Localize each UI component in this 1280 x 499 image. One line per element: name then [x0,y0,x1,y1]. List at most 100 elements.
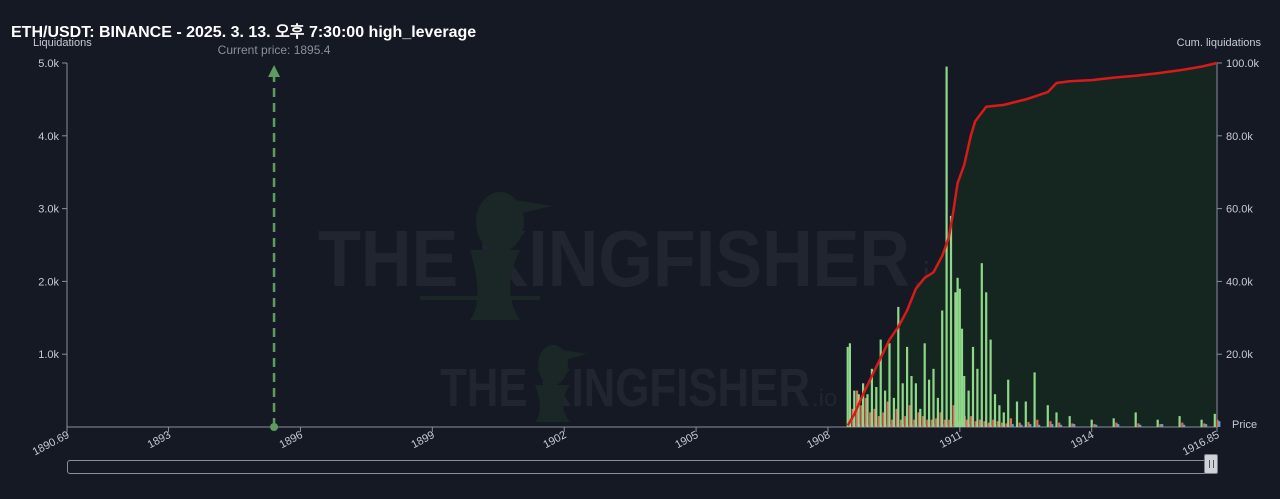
bar-long [1090,419,1093,427]
bar-short [913,419,916,427]
bar-long [928,379,931,427]
bar-short [869,412,872,427]
bar-long [949,215,953,427]
bar-short [1115,422,1118,427]
chart-title: ETH/USDT: BINANCE - 2025. 3. 13. 오후 7:30… [11,24,477,41]
bar-long [932,368,935,427]
bar-long [1112,418,1115,427]
kingfisher-bird-icon-small [535,345,587,422]
bar-other [1073,424,1076,427]
range-scrollbar[interactable] [67,460,1217,474]
bar-short [1071,423,1074,427]
bar-other [1020,424,1023,427]
x-tick-label: 1902 [541,429,568,451]
x-tick-label: 1893 [146,429,173,451]
bar-short [904,416,907,427]
bar-long [963,376,966,427]
bar-long [936,397,939,427]
bar-long [1213,413,1216,427]
bar-other [1117,424,1120,427]
bar-other [1161,424,1164,427]
bar-short [1058,422,1061,427]
y-tick-label: 4.0k [38,131,59,143]
bar-short [873,408,876,427]
cumulative-line [846,61,1218,427]
bar-short [860,405,863,427]
bar-short [1203,423,1206,427]
watermark-suffix-lower: .io [812,385,837,412]
scrollbar-handle[interactable] [1204,454,1218,474]
bar-short [987,422,990,427]
y-tick-label: 1.0k [38,349,59,361]
bar-short [935,418,938,427]
bar-other [1059,424,1063,427]
bar-long [1178,416,1181,427]
bar-long [1033,372,1036,427]
bar-long [910,376,913,427]
bar-short [921,416,925,427]
y2-tick-label: 20.0k [1226,349,1253,361]
y2-tick-label: 100.0k [1226,58,1260,70]
bar-long [848,343,851,427]
kingfisher-bird-icon [420,192,552,320]
watermark-lower: THE KINGFISHER .io [440,345,837,422]
bar-long [914,383,917,427]
bar-short [952,405,955,427]
bar-short [1005,423,1008,427]
bar-short [965,419,968,427]
y-tick-label: 5.0k [38,58,59,70]
y-tick-label: 2.0k [38,276,59,288]
x-tick-label: 1896 [278,429,305,451]
bar-long [1055,412,1058,427]
bar-long [1046,405,1049,427]
bar-short [992,419,995,427]
bar-short [908,405,911,427]
bar-other [1139,424,1142,427]
bar-long [1002,412,1005,427]
bar-short [1018,422,1021,427]
current-price-marker: Current price: 1895.4 [218,43,331,431]
bar-short [943,419,946,427]
bar-long [1007,379,1010,427]
watermark-upper: THE KINGFISHER .io [318,192,949,320]
bar-long [958,288,961,427]
bar-long [1015,401,1019,427]
current-price-arrow [268,65,281,77]
bar-long [875,387,878,427]
bar-short [1137,423,1140,427]
bar-long [1134,412,1137,427]
bar-short [979,419,982,427]
bar-short [877,416,881,427]
bar-short [948,419,951,427]
x-tick-label: 1905 [673,429,700,451]
bar-long [967,390,970,427]
bar-short [899,419,903,427]
bar-other [1205,424,1208,427]
bar-short [926,419,929,427]
bar-short [970,416,973,427]
bar-long [846,346,849,427]
bar-other [1038,424,1041,427]
bar-long [906,346,909,427]
x-tick-label: 1908 [805,429,832,451]
bar-long [971,346,975,427]
current-price-dot [270,423,279,431]
watermark-text-upper: THE KINGFISHER [318,214,910,303]
bar-long [866,394,869,427]
bar-long [857,394,860,427]
bar-long [989,339,992,427]
bar-long [892,397,895,427]
bar-short [917,412,920,427]
y2-tick-label: 80.0k [1226,131,1253,143]
bar-short [1027,421,1030,427]
cumulative-area [847,63,1217,427]
y2-axis-ticks: 100.0k 80.0k 60.0k 40.0k 20.0k [1217,58,1260,361]
bar-long [1068,416,1071,427]
bar-long [919,408,922,427]
bar-other [1029,424,1032,427]
x-axis-ticks: 1890.69 1893 1896 1899 1902 1905 1908 1911 1914 1… [31,427,1221,458]
bar-short [891,419,894,427]
bar-long [923,343,926,427]
watermark-text-lower: THE KINGFISHER [440,358,810,418]
y-axis-title: Liquidations [33,37,92,49]
